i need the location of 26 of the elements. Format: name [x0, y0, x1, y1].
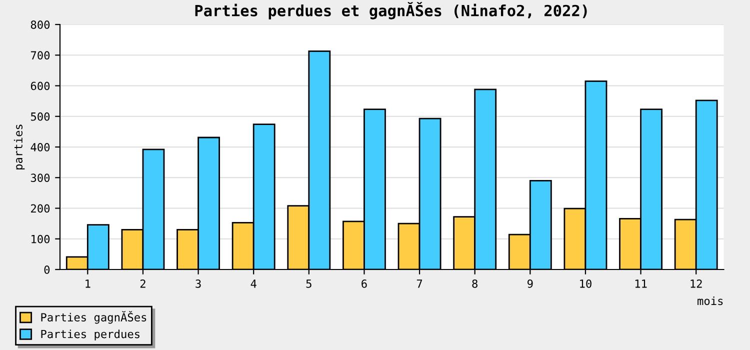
legend-label: Parties perdues — [41, 330, 140, 340]
x-tick-label: 9 — [528, 279, 533, 288]
x-tick-label: 10 — [580, 279, 592, 288]
y-tick-label: 700 — [30, 51, 50, 60]
x-tick-label: 1 — [86, 280, 90, 288]
x-tick-label: 6 — [362, 279, 367, 288]
x-tick-label: 4 — [250, 280, 256, 288]
x-axis-title: mois — [698, 296, 723, 306]
y-tick-label: 800 — [30, 20, 50, 29]
y-tick-label: 400 — [30, 143, 50, 152]
y-axis-title: parties — [14, 124, 25, 170]
y-tick-label: 200 — [31, 204, 50, 213]
y-tick-label: 300 — [30, 174, 50, 182]
x-tick-label: 5 — [306, 280, 312, 288]
y-tick-label: 600 — [30, 82, 50, 90]
x-tick-label: 8 — [472, 279, 478, 288]
x-tick-label: 2 — [140, 279, 146, 288]
y-tick-label: 100 — [32, 234, 50, 244]
x-tick-label: 7 — [416, 280, 422, 288]
y-tick-label: 500 — [30, 112, 50, 121]
chart-title: Parties perdues et gagnĂŠes (Ninafo2, 2022) — [195, 2, 587, 20]
y-tick-label: 0 — [44, 266, 50, 274]
x-tick-label: 3 — [196, 279, 201, 288]
x-tick-label: 12 — [690, 279, 702, 288]
legend-label: Parties gagnĂŠes — [41, 311, 146, 324]
x-tick-label: 11 — [635, 280, 647, 288]
